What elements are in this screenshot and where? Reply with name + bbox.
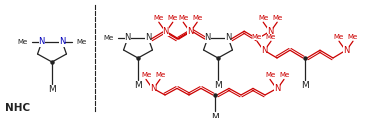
Text: Me: Me — [17, 39, 28, 45]
Text: Me: Me — [141, 72, 151, 78]
Text: N: N — [145, 34, 151, 42]
Text: M: M — [214, 82, 222, 91]
Text: M: M — [48, 86, 56, 95]
Text: Me: Me — [272, 15, 282, 21]
Text: N: N — [204, 34, 211, 42]
Text: N: N — [343, 46, 349, 55]
Text: N: N — [125, 34, 131, 42]
Text: M: M — [301, 82, 309, 91]
Text: Me: Me — [76, 39, 87, 45]
Text: Me: Me — [334, 34, 344, 40]
Text: N: N — [39, 38, 45, 46]
Text: M: M — [134, 82, 142, 91]
Text: Me: Me — [348, 34, 358, 40]
Text: NHC: NHC — [5, 103, 31, 113]
Text: Me: Me — [258, 15, 268, 21]
Text: N: N — [187, 27, 194, 36]
Text: N: N — [150, 84, 156, 93]
Text: M: M — [211, 112, 219, 118]
Text: Me: Me — [279, 72, 289, 78]
Text: N: N — [261, 46, 267, 55]
Text: Me: Me — [266, 34, 276, 40]
Text: Me: Me — [154, 15, 164, 21]
Text: Me: Me — [265, 72, 275, 78]
Text: N: N — [267, 27, 273, 36]
Text: Me: Me — [168, 15, 178, 21]
Text: N: N — [274, 84, 280, 93]
Text: Me: Me — [104, 35, 114, 41]
Text: N: N — [59, 38, 65, 46]
Text: Me: Me — [252, 34, 262, 40]
Text: N: N — [225, 34, 231, 42]
Text: Me: Me — [178, 15, 188, 21]
Text: Me: Me — [192, 15, 202, 21]
Text: N: N — [163, 27, 169, 36]
Text: Me: Me — [155, 72, 165, 78]
